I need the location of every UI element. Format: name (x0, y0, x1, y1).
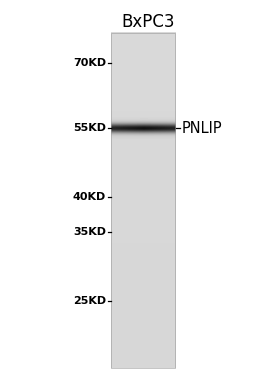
Text: 40KD: 40KD (73, 192, 106, 202)
Text: 25KD: 25KD (73, 296, 106, 306)
Text: 35KD: 35KD (73, 227, 106, 237)
Text: 55KD: 55KD (73, 123, 106, 133)
Text: PNLIP: PNLIP (182, 121, 222, 136)
Text: 70KD: 70KD (73, 58, 106, 68)
Text: BxPC3: BxPC3 (122, 13, 175, 31)
Bar (111, 33, 175, 368)
